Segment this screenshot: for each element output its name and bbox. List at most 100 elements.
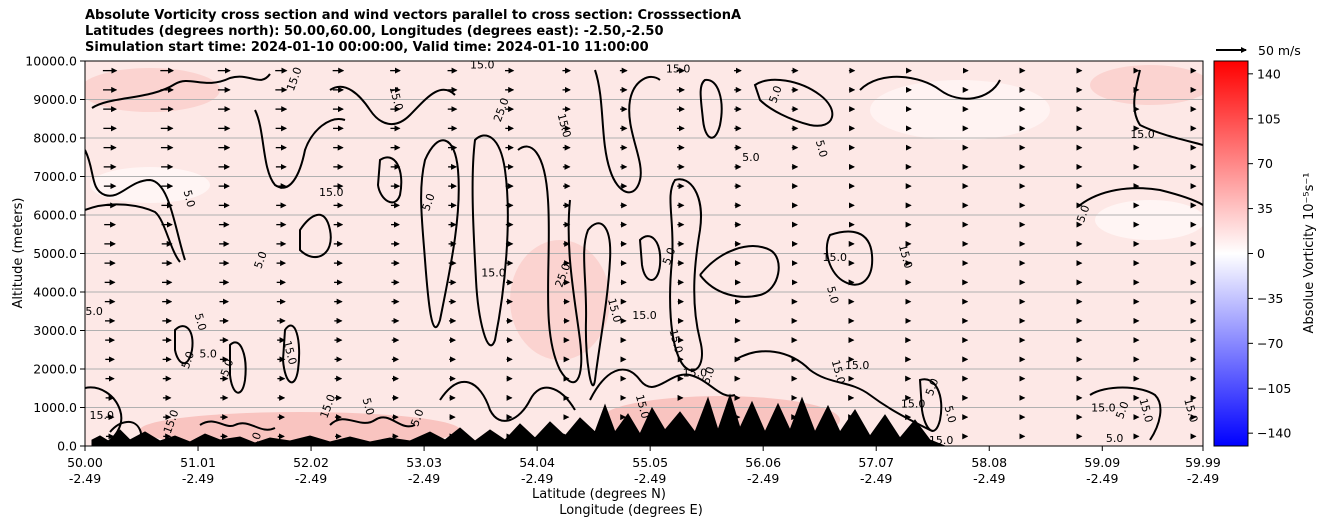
- colorbar-tick-label: −105: [1257, 381, 1291, 396]
- vort-patch: [870, 80, 1050, 140]
- contour-line: [199, 420, 276, 431]
- contour-line: [174, 325, 194, 365]
- contour-line: [699, 245, 780, 298]
- y-tick-label: 4000.0: [33, 285, 77, 300]
- contour-line: [859, 75, 1001, 100]
- x-tick-latitude: 51.01: [180, 455, 216, 470]
- x-tick-longitude: -2.49: [973, 471, 1005, 486]
- contour-label: 5.0: [420, 192, 438, 213]
- y-tick-label: 3000.0: [33, 323, 77, 338]
- x-axis-label-longitude: Longitude (degrees E): [559, 503, 703, 518]
- x-axis: 50.00-2.4951.01-2.4952.02-2.4953.03-2.49…: [67, 446, 1221, 486]
- x-tick-longitude: -2.49: [634, 471, 666, 486]
- contour-label: 15.0: [78, 305, 103, 318]
- contour-line: [699, 78, 723, 139]
- contour-label: 15.0: [1136, 397, 1155, 424]
- vorticity-contours: [85, 69, 1203, 446]
- x-tick-longitude: -2.49: [747, 471, 779, 486]
- colorbar-tick-label: 70: [1257, 156, 1273, 171]
- y-gridlines: [85, 99, 1203, 408]
- contour-label: 5.0: [181, 189, 198, 209]
- contour-label: 15.0: [929, 434, 954, 447]
- contour-label: 15.0: [1181, 397, 1200, 424]
- contour-label: 15.0: [481, 267, 506, 280]
- contour-line: [594, 69, 661, 194]
- contour-line: [420, 139, 460, 329]
- vort-patch: [1090, 65, 1203, 105]
- contour-label: 5.0: [824, 285, 841, 305]
- plot-area: 15.015.015.015.05.05.05.05.05.0 15.025.01…: [78, 59, 1204, 452]
- contour-label: 15.0: [280, 339, 299, 366]
- contour-line: [471, 134, 509, 347]
- chart-title-line-3: Simulation start time: 2024-01-10 00:00:…: [85, 40, 649, 55]
- contour-label: 5.0: [199, 347, 217, 360]
- wind-vectors: [102, 67, 1197, 440]
- contour-line: [753, 78, 834, 127]
- contour-line: [329, 416, 416, 428]
- contour-label: 5.0: [742, 151, 760, 164]
- contour-line: [517, 145, 583, 384]
- contour-label: 15.0: [605, 297, 624, 324]
- contour-label: 15.0: [555, 112, 574, 139]
- y-tick-label: 6000.0: [33, 208, 77, 223]
- y-tick-label: 5000.0: [33, 246, 77, 261]
- y-axis-label: Altitude (meters): [11, 198, 26, 309]
- x-tick-latitude: 59.99: [1185, 455, 1221, 470]
- contour-line: [85, 149, 186, 261]
- contour-label: 5.0: [660, 246, 678, 267]
- contour-line: [583, 222, 612, 387]
- y-axis: 0.0 1000.0 2000.0 3000.0 4000.0 5000.0 6000.0 7…: [25, 54, 85, 454]
- contour-label: 15.0: [666, 63, 691, 76]
- contour-label: 5.0: [1074, 203, 1092, 224]
- x-tick-latitude: 58.08: [971, 455, 1007, 470]
- wind-key-label: 50 m/s: [1258, 43, 1301, 58]
- contour-label: 15.0: [387, 85, 406, 112]
- contour-label: 5.0: [923, 377, 941, 398]
- contour-line: [329, 85, 456, 125]
- contour-line: [1089, 386, 1162, 441]
- contour-label: 5.0: [408, 407, 426, 428]
- contour-line: [254, 109, 346, 189]
- y-tick-label: 8000.0: [33, 131, 77, 146]
- contour-label: 5.0: [218, 357, 236, 378]
- y-tick-label: 1000.0: [33, 400, 77, 415]
- x-tick-latitude: 59.09: [1084, 455, 1120, 470]
- x-tick-latitude: 55.05: [632, 455, 668, 470]
- contour-line: [85, 203, 181, 263]
- contour-label: 5.0: [766, 84, 784, 105]
- colorbar-label: Absolue Vorticity 10⁻⁵s⁻¹: [1302, 173, 1317, 334]
- vort-patch: [85, 68, 220, 112]
- chart-title-line-1: Absolute Vorticity cross section and win…: [85, 8, 742, 23]
- x-tick-longitude: -2.49: [295, 471, 327, 486]
- y-tick-label: 0.0: [57, 439, 77, 454]
- contour-label: 5.0: [942, 404, 959, 424]
- x-tick-latitude: 56.06: [745, 455, 781, 470]
- contour-label: 15.0: [90, 409, 115, 422]
- contour-line: [91, 73, 271, 109]
- vort-patch: [1095, 200, 1203, 240]
- colorbar: 140 105 70 35 0 −35 −70 −105 −140 Absolue Vortic…: [1213, 60, 1317, 447]
- x-tick-longitude: -2.49: [1187, 471, 1219, 486]
- contour-label: 15.0: [470, 59, 495, 72]
- x-tick-latitude: 54.04: [519, 455, 555, 470]
- x-tick-latitude: 57.07: [858, 455, 894, 470]
- chart-title-line-2: Latitudes (degrees north): 50.00,60.00, …: [85, 24, 664, 39]
- y-tick-label: 10000.0: [25, 54, 77, 69]
- y-tick-label: 7000.0: [33, 169, 77, 184]
- contour-label: 15.0: [633, 393, 652, 420]
- contour-line: [376, 156, 403, 204]
- contour-label: 5.0: [246, 431, 264, 452]
- contour-label: 5.0: [1113, 400, 1131, 421]
- contour-label: 15.0: [845, 359, 870, 372]
- contour-label: 15.0: [896, 243, 915, 270]
- colorbar-tick-label: 35: [1257, 201, 1273, 216]
- x-tick-latitude: 53.03: [406, 455, 442, 470]
- contour-line: [1079, 187, 1203, 206]
- colorbar-tick-label: 0: [1257, 246, 1265, 261]
- vort-patch: [510, 240, 610, 360]
- contour-line: [638, 235, 662, 281]
- x-tick-longitude: -2.49: [182, 471, 214, 486]
- contour-label: 5.0: [813, 139, 830, 159]
- y-tick-label: 2000.0: [33, 362, 77, 377]
- contour-label: 15.0: [829, 358, 848, 385]
